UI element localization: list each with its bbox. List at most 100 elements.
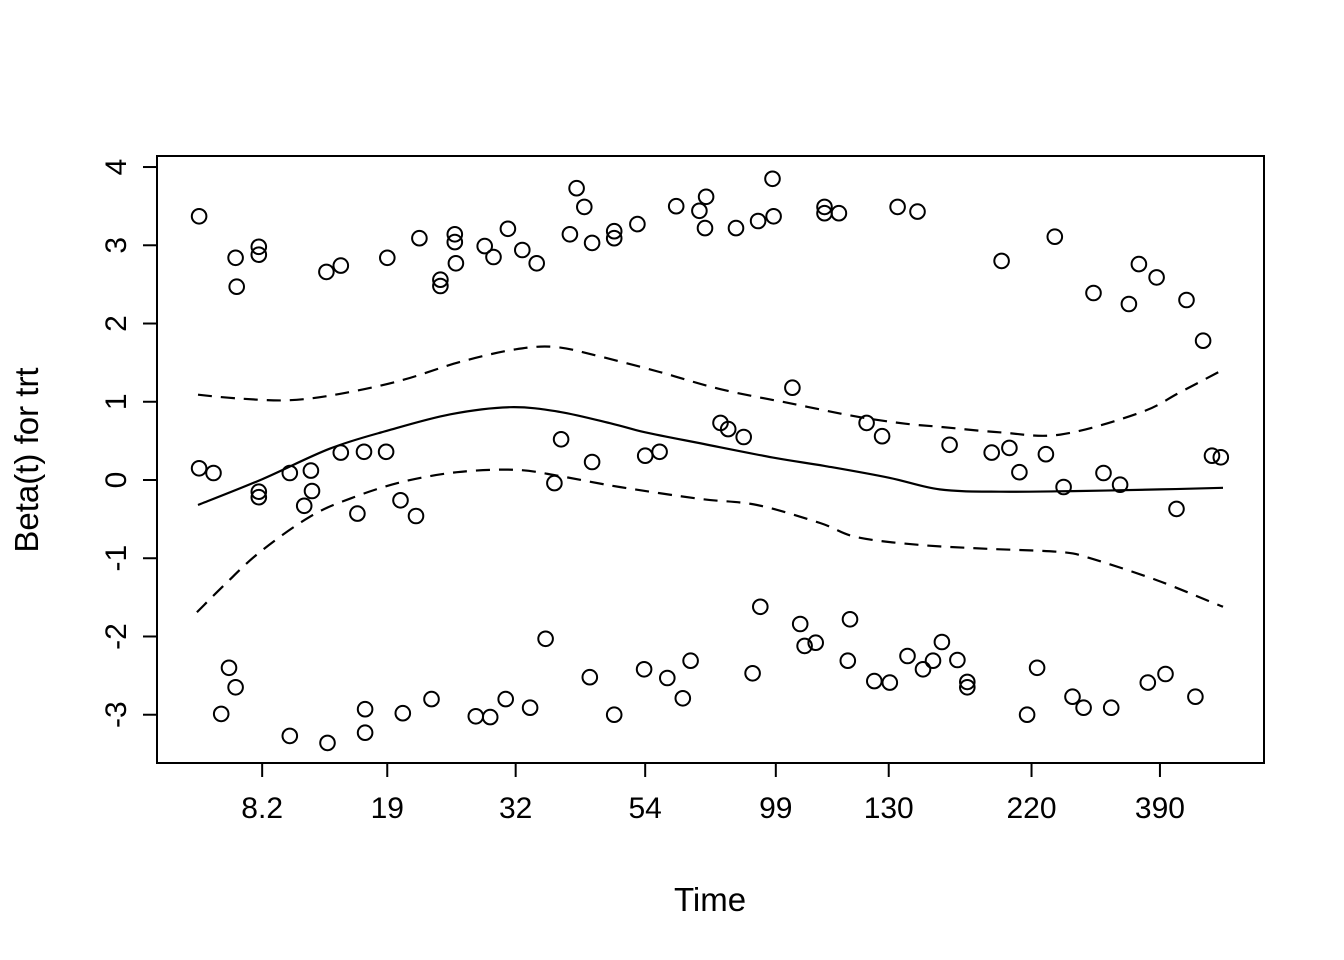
residual-point — [1046, 228, 1064, 245]
residual-point — [941, 436, 958, 454]
residual-point — [332, 257, 350, 274]
residual-point — [295, 497, 313, 515]
y-tick-label: -3 — [100, 701, 133, 728]
x-tick-label: 19 — [371, 792, 404, 825]
residual-point — [659, 669, 676, 687]
residual-point — [983, 444, 1001, 461]
residual-point — [332, 444, 350, 461]
residual-point — [446, 233, 464, 251]
residual-point — [349, 505, 366, 522]
residual-point — [423, 690, 440, 708]
residual-point — [1085, 284, 1102, 302]
y-tick-label: 0 — [100, 472, 133, 489]
residual-point — [1148, 269, 1165, 286]
residual-point — [583, 234, 601, 252]
residual-point — [303, 482, 321, 500]
residual-point — [205, 464, 222, 482]
residual-point — [476, 237, 494, 255]
y-axis-title: Beta(t) for trt — [8, 367, 45, 552]
residual-point — [667, 197, 685, 215]
residual-point — [467, 708, 485, 725]
residual-point — [432, 271, 449, 289]
residual-point — [1018, 706, 1036, 724]
residual-point — [719, 420, 737, 438]
residual-point — [319, 734, 336, 752]
residual-point — [636, 447, 654, 465]
residual-point — [481, 708, 499, 726]
x-axis-title: Time — [674, 881, 746, 918]
residual-point — [521, 699, 539, 717]
residual-point — [1011, 463, 1028, 481]
x-tick-label: 130 — [864, 792, 914, 825]
residual-point — [1157, 665, 1174, 683]
residual-point — [552, 431, 570, 448]
residual-point — [190, 208, 208, 225]
residual-point — [1194, 332, 1212, 350]
residual-point — [1111, 476, 1129, 494]
residual-point — [432, 277, 449, 295]
plot-layer: 8.2 19 32 54 99 130 220 390 -3 -2 -1 0 1 2 3 4 — [100, 155, 1265, 825]
residual-point — [674, 690, 692, 707]
residual-point — [1130, 255, 1148, 273]
residual-point — [379, 249, 396, 267]
residual-point — [1001, 439, 1018, 457]
residual-point — [629, 215, 646, 233]
residual-point — [697, 188, 715, 206]
residual-point — [407, 507, 425, 525]
residual-point — [227, 679, 244, 696]
residual-point — [485, 248, 502, 266]
y-tick-label: 4 — [100, 159, 133, 176]
residual-point — [576, 198, 593, 216]
residual-point — [561, 226, 579, 243]
residual-point — [881, 674, 899, 691]
residual-point — [583, 453, 601, 471]
residual-point — [1120, 295, 1138, 313]
residual-point — [356, 700, 374, 718]
residual-point — [1028, 659, 1046, 677]
residual-point — [691, 202, 708, 220]
residual-point — [356, 724, 374, 742]
y-tick-label: -1 — [100, 545, 133, 572]
residual-point — [392, 492, 409, 509]
residual-point — [866, 672, 883, 690]
residual-point — [581, 668, 599, 686]
y-tick-label: 2 — [100, 315, 133, 332]
residual-point — [497, 690, 515, 708]
residual-point — [514, 241, 531, 259]
upper-confidence-band — [197, 345, 1224, 437]
residual-point — [1203, 447, 1221, 465]
residual-point — [447, 254, 465, 272]
residual-point — [1064, 688, 1081, 706]
y-tick-label: 1 — [100, 393, 133, 410]
residual-point — [791, 615, 809, 633]
residual-point — [411, 229, 428, 247]
residual-point — [949, 651, 966, 669]
residual-point — [933, 633, 951, 651]
residual-point — [830, 204, 848, 222]
x-tick-label: 32 — [499, 792, 532, 825]
residual-point — [696, 219, 714, 237]
residual-point — [1212, 449, 1230, 466]
smooth-line — [197, 406, 1224, 507]
residual-point — [841, 611, 859, 628]
residual-point — [873, 427, 891, 445]
residual-point — [909, 203, 926, 220]
y-tick-label: 3 — [100, 237, 133, 254]
residual-point — [281, 464, 299, 482]
y-tick-label: -2 — [100, 623, 133, 650]
residual-point — [568, 179, 585, 197]
residual-point — [1075, 699, 1092, 717]
residual-point — [899, 647, 916, 665]
residual-point — [605, 229, 623, 247]
residual-point — [318, 263, 335, 281]
residual-point — [1187, 688, 1204, 706]
residual-point — [816, 198, 833, 216]
residual-point — [1102, 699, 1120, 717]
residual-point — [355, 443, 373, 461]
residual-point — [682, 652, 699, 670]
x-tick-label: 54 — [628, 792, 661, 825]
residual-point — [993, 252, 1010, 270]
residual-point — [1095, 464, 1112, 482]
residual-point — [924, 652, 942, 670]
